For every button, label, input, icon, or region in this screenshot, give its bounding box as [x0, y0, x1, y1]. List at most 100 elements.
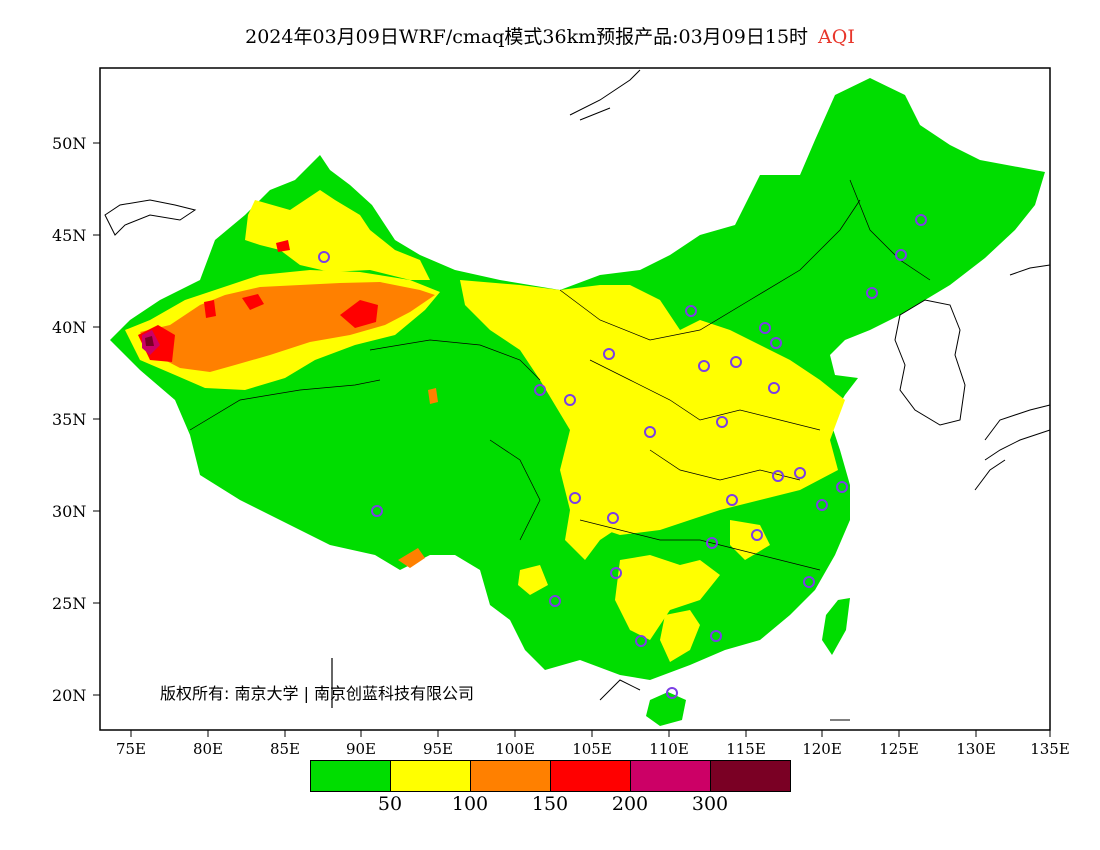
- city-marker: [318, 251, 330, 263]
- copyright-text: 版权所有: 南京大学 | 南京创蓝科技有限公司: [160, 684, 475, 703]
- region-moderate-northeast: [585, 290, 635, 325]
- legend-swatch: [471, 761, 551, 791]
- region-moderate-guangxi: [660, 610, 700, 662]
- lon-label: 85E: [269, 740, 301, 758]
- city-marker: [803, 576, 815, 588]
- city-markers: [318, 214, 927, 699]
- map-frame: [99, 67, 1051, 731]
- korea-outline: [894, 299, 966, 426]
- lon-label: 115E: [726, 740, 766, 758]
- legend-swatch: [551, 761, 631, 791]
- lon-label: 135E: [1030, 740, 1070, 758]
- region-moderate-xinjiang-north: [245, 190, 430, 280]
- city-marker: [666, 687, 678, 699]
- lon-label: 130E: [956, 740, 996, 758]
- city-marker: [610, 567, 622, 579]
- region-unhealthy-3: [204, 300, 216, 318]
- legend-swatch: [391, 761, 471, 791]
- city-marker: [644, 426, 656, 438]
- city-marker: [816, 499, 828, 511]
- lon-label: 75E: [115, 740, 147, 758]
- lat-label: 20N: [52, 686, 87, 705]
- city-marker: [534, 384, 546, 396]
- lat-label: 50N: [52, 134, 87, 153]
- region-moderate-yunnan: [518, 565, 548, 595]
- city-marker: [635, 635, 647, 647]
- city-marker: [710, 630, 722, 642]
- kazakh-coast: [104, 199, 197, 236]
- lat-label: 30N: [52, 502, 87, 521]
- lon-label: 105E: [572, 740, 612, 758]
- japan-outline: [974, 404, 1051, 491]
- city-marker: [895, 249, 907, 261]
- city-marker: [772, 470, 784, 482]
- city-marker: [603, 348, 615, 360]
- legend-swatch: [311, 761, 391, 791]
- region-unhealthy-1: [340, 300, 378, 328]
- city-marker: [866, 287, 878, 299]
- lon-label: 100E: [495, 740, 535, 758]
- legend-swatch: [711, 761, 790, 791]
- region-moderate-sichuan: [565, 475, 635, 560]
- title-text: 2024年03月09日WRF/cmaq模式36km预报产品:03月09日15时: [245, 26, 809, 48]
- region-usg-tibet: [398, 548, 425, 568]
- city-marker: [915, 214, 927, 226]
- lat-label: 45N: [52, 226, 87, 245]
- city-marker: [716, 416, 728, 428]
- boundary-tibet-qinghai: [369, 339, 541, 381]
- city-marker: [549, 595, 561, 607]
- boundary-northeast: [849, 179, 931, 281]
- city-marker: [768, 382, 780, 394]
- legend-label: 100: [451, 793, 489, 815]
- region-hazardous-1: [145, 336, 154, 346]
- city-marker: [794, 467, 806, 479]
- aqi-field: [110, 78, 1045, 726]
- region-unhealthy-2: [242, 294, 264, 310]
- lon-label: 95E: [422, 740, 454, 758]
- boundary-qinghai-sichuan: [489, 439, 541, 541]
- lat-label: 25N: [52, 594, 87, 613]
- region-good-taiwan: [822, 598, 850, 655]
- lat-label: 40N: [52, 318, 87, 337]
- sakhalin-outline: [1009, 264, 1051, 276]
- boundary-south: [579, 519, 821, 571]
- city-marker: [371, 505, 383, 517]
- city-marker: [706, 537, 718, 549]
- sea-coast-south: [599, 679, 850, 721]
- legend-label: 200: [611, 793, 649, 815]
- legend-label: 150: [531, 793, 569, 815]
- city-marker: [698, 360, 710, 372]
- map-title: 2024年03月09日WRF/cmaq模式36km预报产品:03月09日15时 A…: [0, 22, 1100, 49]
- region-usg-qaidam: [428, 388, 438, 404]
- city-marker: [726, 494, 738, 506]
- city-marker: [836, 481, 848, 493]
- lon-label: 90E: [345, 740, 377, 758]
- okhotsk-coast: [569, 69, 641, 121]
- lon-label: 120E: [802, 740, 842, 758]
- legend-label: 50: [377, 793, 403, 815]
- lat-label: 35N: [52, 410, 87, 429]
- lon-label: 80E: [192, 740, 224, 758]
- boundary-central: [589, 359, 821, 431]
- axis-ticks: [93, 142, 1051, 737]
- city-marker: [685, 305, 697, 317]
- boundary-inner-mongolia: [559, 199, 861, 341]
- city-marker: [751, 529, 763, 541]
- legend-label: 300: [691, 793, 729, 815]
- city-marker: [607, 512, 619, 524]
- boundary-xinjiang-tibet: [189, 379, 381, 431]
- region-moderate-central: [460, 280, 845, 535]
- city-marker: [569, 492, 581, 504]
- legend-swatch: [631, 761, 711, 791]
- color-legend: [310, 760, 791, 792]
- lon-label: 125E: [879, 740, 919, 758]
- city-marker: [770, 337, 782, 349]
- title-variable: AQI: [818, 26, 855, 48]
- city-marker: [759, 322, 771, 334]
- region-unhealthy-5: [276, 240, 290, 252]
- region-moderate-south: [615, 555, 720, 640]
- lon-label: 110E: [649, 740, 689, 758]
- city-marker: [730, 356, 742, 368]
- city-marker: [564, 394, 576, 406]
